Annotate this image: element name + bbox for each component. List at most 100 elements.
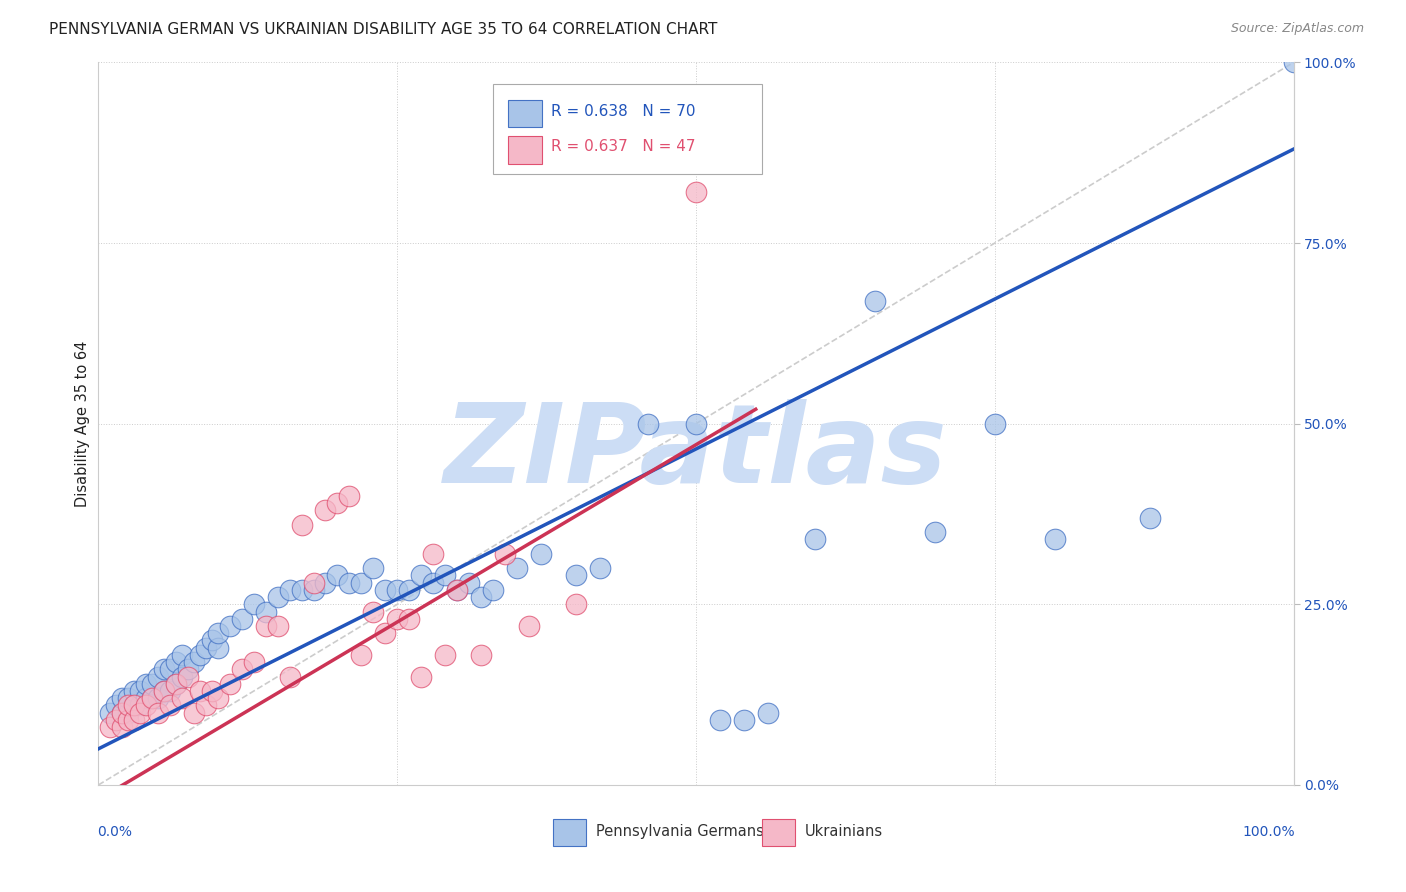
Point <box>278 582 301 597</box>
Point <box>195 640 218 655</box>
Text: R = 0.638   N = 70: R = 0.638 N = 70 <box>551 104 696 119</box>
Point <box>159 698 181 713</box>
Point <box>446 582 468 597</box>
Point <box>385 612 409 626</box>
Point <box>141 691 163 706</box>
Point <box>470 648 492 662</box>
Point <box>124 684 146 698</box>
Point <box>254 619 277 633</box>
Point <box>124 713 146 727</box>
Point <box>177 669 200 683</box>
Point <box>188 684 211 698</box>
Bar <box>509 136 541 163</box>
Point <box>117 706 139 720</box>
Point <box>148 669 170 683</box>
Point <box>470 590 492 604</box>
Point <box>124 698 146 713</box>
Point <box>756 706 779 720</box>
Point <box>458 575 481 590</box>
Point <box>1282 55 1305 70</box>
Point <box>129 706 152 720</box>
Point <box>363 561 385 575</box>
Point <box>98 706 122 720</box>
Point <box>105 713 128 727</box>
Point <box>165 677 187 691</box>
Point <box>195 698 218 713</box>
Text: 100.0%: 100.0% <box>1241 825 1295 838</box>
Text: 0.0%: 0.0% <box>97 825 132 838</box>
Point <box>231 662 253 676</box>
Point <box>267 590 290 604</box>
Point <box>434 648 457 662</box>
Point <box>278 669 301 683</box>
Point <box>363 605 385 619</box>
Point <box>105 698 128 713</box>
Text: R = 0.637   N = 47: R = 0.637 N = 47 <box>551 139 696 154</box>
Text: Pennsylvania Germans: Pennsylvania Germans <box>596 824 763 839</box>
Point <box>481 582 505 597</box>
Point <box>153 684 176 698</box>
Point <box>165 655 187 669</box>
Point <box>709 713 731 727</box>
Point <box>350 648 373 662</box>
Point <box>172 669 194 683</box>
Point <box>865 293 887 308</box>
Point <box>117 713 139 727</box>
Text: Source: ZipAtlas.com: Source: ZipAtlas.com <box>1230 22 1364 36</box>
Text: Ukrainians: Ukrainians <box>804 824 883 839</box>
Point <box>201 684 224 698</box>
Point <box>207 640 229 655</box>
Point <box>385 582 409 597</box>
Point <box>141 677 163 691</box>
Point <box>111 691 134 706</box>
Point <box>984 417 1007 431</box>
Point <box>117 691 139 706</box>
Point <box>201 633 224 648</box>
FancyBboxPatch shape <box>494 84 762 175</box>
Point <box>111 706 134 720</box>
Point <box>267 619 290 633</box>
Point <box>506 561 529 575</box>
Point <box>243 598 266 612</box>
Point <box>172 648 194 662</box>
Point <box>494 547 516 561</box>
Point <box>129 698 152 713</box>
Point <box>148 691 170 706</box>
Point <box>219 677 242 691</box>
Point <box>165 677 187 691</box>
Point <box>254 605 277 619</box>
Point <box>326 496 349 510</box>
Point <box>374 582 396 597</box>
Point <box>153 662 176 676</box>
Point <box>422 575 444 590</box>
Point <box>159 662 181 676</box>
Text: PENNSYLVANIA GERMAN VS UKRAINIAN DISABILITY AGE 35 TO 64 CORRELATION CHART: PENNSYLVANIA GERMAN VS UKRAINIAN DISABIL… <box>49 22 717 37</box>
Point <box>124 698 146 713</box>
Point <box>565 568 588 582</box>
Point <box>111 706 134 720</box>
Point <box>117 698 139 713</box>
Point <box>411 669 433 683</box>
Point <box>1139 510 1161 524</box>
Point <box>565 598 588 612</box>
Point <box>517 619 540 633</box>
Point <box>153 684 176 698</box>
Bar <box>553 819 586 847</box>
Point <box>291 582 314 597</box>
Point <box>172 691 194 706</box>
Point <box>434 568 457 582</box>
Bar <box>762 819 796 847</box>
Point <box>291 517 314 532</box>
Bar <box>509 100 541 128</box>
Point <box>231 612 253 626</box>
Point <box>924 524 946 539</box>
Point <box>733 713 755 727</box>
Point <box>804 533 827 547</box>
Point <box>685 186 707 200</box>
Point <box>135 677 157 691</box>
Point <box>374 626 396 640</box>
Point <box>141 691 163 706</box>
Point <box>207 626 229 640</box>
Point <box>398 582 420 597</box>
Point <box>315 503 337 517</box>
